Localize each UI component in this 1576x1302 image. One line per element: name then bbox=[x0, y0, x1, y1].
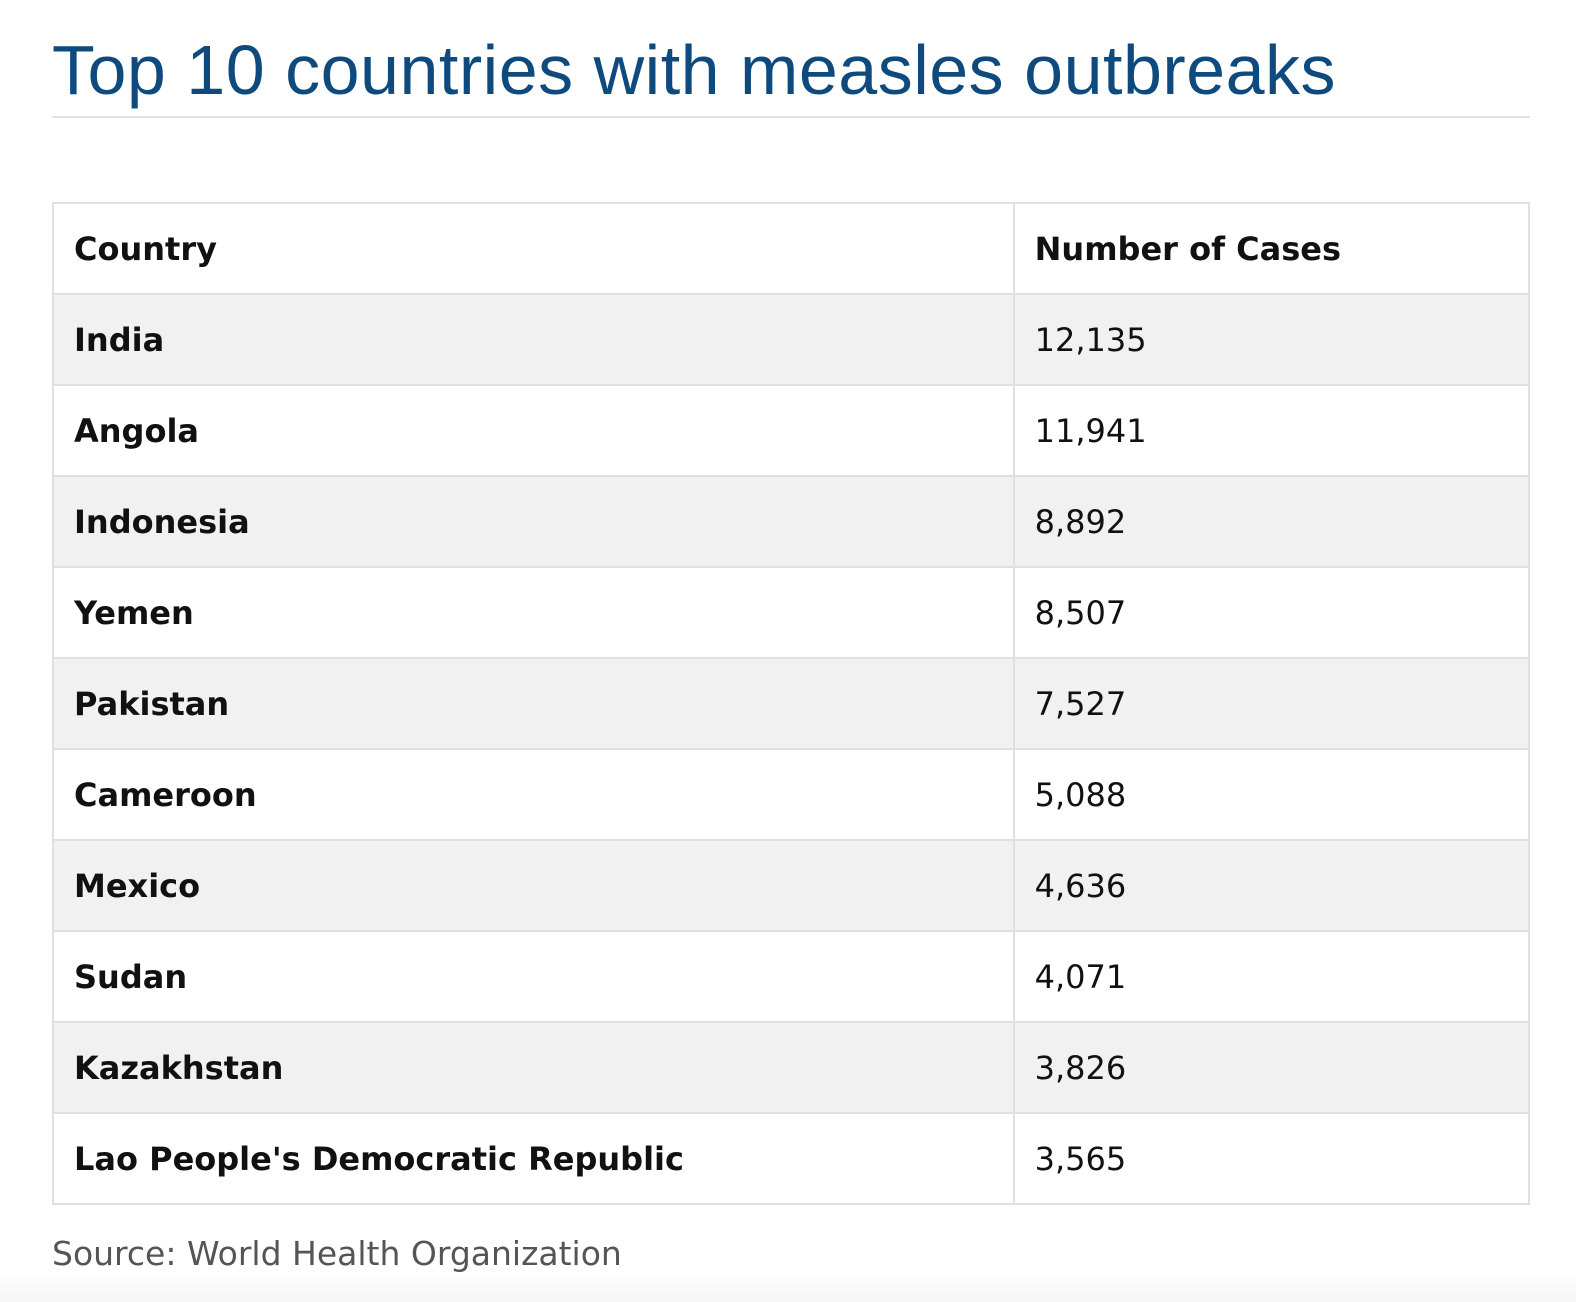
cases-cell: 8,507 bbox=[1012, 566, 1531, 659]
table-header-row: Country Number of Cases bbox=[52, 202, 1531, 295]
country-cell: Cameroon bbox=[52, 748, 1015, 841]
country-cell: Yemen bbox=[52, 566, 1015, 659]
cases-cell: 3,565 bbox=[1012, 1112, 1531, 1205]
country-cell: Angola bbox=[52, 384, 1015, 477]
title-divider bbox=[52, 116, 1530, 118]
table-row: Kazakhstan 3,826 bbox=[52, 1021, 1531, 1114]
table-row: Cameroon 5,088 bbox=[52, 748, 1531, 841]
column-header-cases: Number of Cases bbox=[1012, 202, 1531, 295]
country-cell: Kazakhstan bbox=[52, 1021, 1015, 1114]
table-row: India 12,135 bbox=[52, 293, 1531, 386]
cases-cell: 4,071 bbox=[1012, 930, 1531, 1023]
country-cell: India bbox=[52, 293, 1015, 386]
table-row: Sudan 4,071 bbox=[52, 930, 1531, 1023]
cases-cell: 8,892 bbox=[1012, 475, 1531, 568]
table-row: Mexico 4,636 bbox=[52, 839, 1531, 932]
country-cell: Sudan bbox=[52, 930, 1015, 1023]
table-row: Lao People's Democratic Republic 3,565 bbox=[52, 1112, 1531, 1205]
cases-cell: 12,135 bbox=[1012, 293, 1531, 386]
table-row: Pakistan 7,527 bbox=[52, 657, 1531, 750]
page-title: Top 10 countries with measles outbreaks bbox=[52, 31, 1337, 109]
cases-cell: 11,941 bbox=[1012, 384, 1531, 477]
measles-cases-table: Country Number of Cases India 12,135 Ang… bbox=[52, 202, 1531, 1205]
cases-cell: 5,088 bbox=[1012, 748, 1531, 841]
cases-cell: 7,527 bbox=[1012, 657, 1531, 750]
cases-cell: 3,826 bbox=[1012, 1021, 1531, 1114]
country-cell: Mexico bbox=[52, 839, 1015, 932]
country-cell: Indonesia bbox=[52, 475, 1015, 568]
table-row: Indonesia 8,892 bbox=[52, 475, 1531, 568]
country-cell: Lao People's Democratic Republic bbox=[52, 1112, 1015, 1205]
country-cell: Pakistan bbox=[52, 657, 1015, 750]
source-caption: Source: World Health Organization bbox=[52, 1234, 622, 1273]
table-row: Yemen 8,507 bbox=[52, 566, 1531, 659]
column-header-country: Country bbox=[52, 202, 1015, 295]
cases-cell: 4,636 bbox=[1012, 839, 1531, 932]
table-row: Angola 11,941 bbox=[52, 384, 1531, 477]
